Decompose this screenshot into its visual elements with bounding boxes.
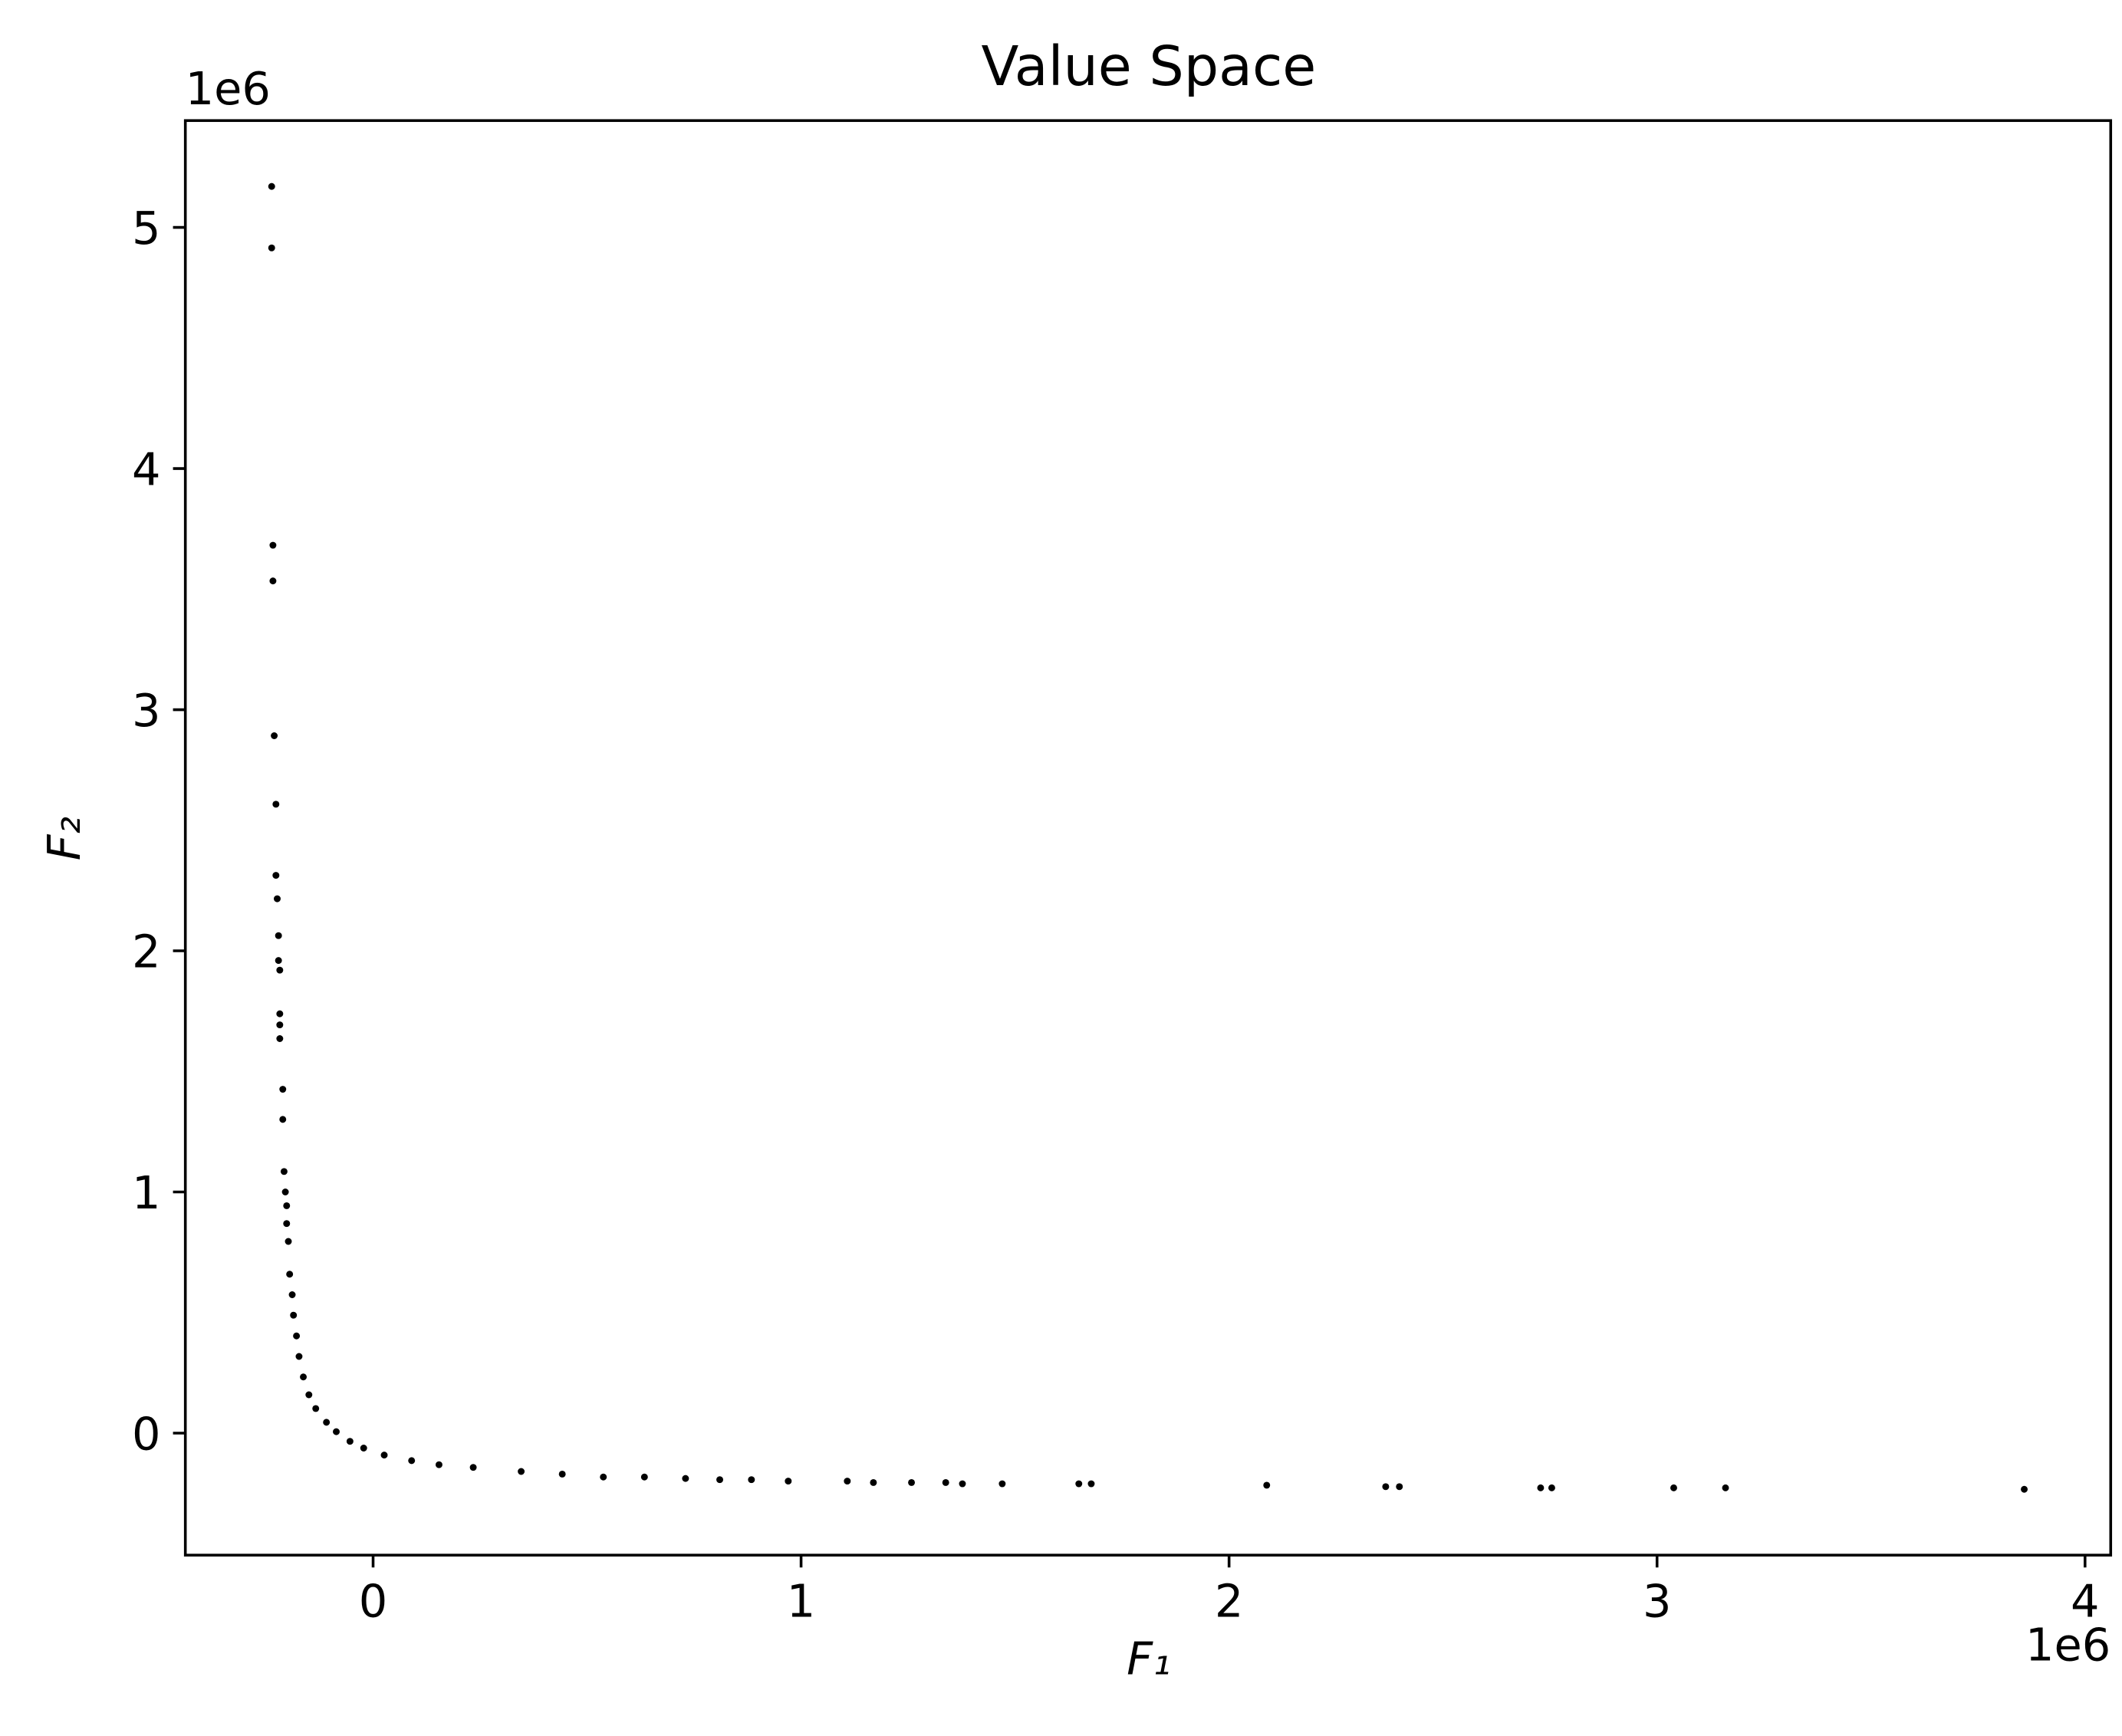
point [1548, 1484, 1555, 1491]
x-tick-label: 2 [1215, 1575, 1244, 1628]
point [1722, 1484, 1729, 1491]
point [295, 1353, 303, 1360]
point [380, 1452, 388, 1459]
point [1537, 1484, 1545, 1491]
point [276, 966, 284, 974]
point [305, 1391, 313, 1399]
point [435, 1461, 442, 1468]
point [360, 1445, 367, 1452]
point [469, 1464, 477, 1471]
point [518, 1468, 525, 1475]
point [959, 1480, 966, 1488]
point [274, 895, 281, 903]
x-tick-label: 3 [1643, 1575, 1672, 1628]
point [275, 957, 282, 965]
point [333, 1428, 340, 1435]
plot-frame [183, 119, 2113, 1557]
point [600, 1473, 607, 1481]
point [283, 1202, 291, 1209]
point [268, 182, 275, 190]
y-tick-label: 1 [132, 1166, 161, 1219]
point [281, 1189, 289, 1195]
point [272, 801, 280, 808]
point [272, 872, 280, 880]
point [998, 1480, 1006, 1488]
y-tick-label: 2 [132, 925, 161, 978]
point [279, 1086, 287, 1093]
point [268, 244, 275, 252]
y-offset-label: 1e6 [186, 62, 271, 115]
point [290, 1311, 298, 1319]
point [682, 1475, 689, 1482]
x-tick-label: 1 [787, 1575, 816, 1628]
point [408, 1457, 416, 1465]
point [271, 732, 278, 739]
point [844, 1478, 851, 1485]
point [640, 1473, 648, 1481]
point [276, 1035, 284, 1042]
point [323, 1419, 331, 1426]
point [908, 1479, 916, 1486]
point [269, 577, 277, 585]
x-tick-label: 0 [359, 1575, 388, 1628]
point [288, 1291, 296, 1298]
chart-title: Value Space [981, 35, 1316, 98]
y-tick-label: 5 [132, 202, 161, 255]
point [1075, 1480, 1083, 1488]
point [1382, 1483, 1390, 1491]
point [716, 1476, 724, 1484]
y-tick-label: 3 [132, 684, 161, 737]
x-offset-label: 1e6 [2025, 1619, 2110, 1672]
point [286, 1271, 294, 1278]
point [870, 1479, 877, 1486]
y-tick-label: 4 [132, 442, 161, 495]
point [275, 932, 282, 939]
point [269, 541, 277, 549]
point [1396, 1483, 1403, 1491]
point [300, 1373, 307, 1381]
point [285, 1238, 292, 1245]
point [283, 1220, 291, 1228]
point [2021, 1485, 2028, 1493]
point [276, 1021, 284, 1029]
x-axis-label: F₁ [1127, 1632, 1171, 1685]
point [558, 1470, 566, 1478]
point [1263, 1481, 1271, 1489]
point [1670, 1484, 1677, 1491]
y-axis-label: F₂ [38, 817, 90, 861]
point [748, 1476, 755, 1484]
point [276, 1010, 284, 1018]
point [312, 1405, 320, 1412]
point [280, 1168, 288, 1175]
point [346, 1438, 354, 1445]
y-tick-label: 0 [132, 1407, 161, 1460]
point [1087, 1480, 1095, 1488]
point [279, 1116, 287, 1123]
x-tick-label: 4 [2071, 1575, 2100, 1628]
point [942, 1479, 949, 1486]
point [293, 1332, 301, 1340]
point [785, 1478, 792, 1485]
